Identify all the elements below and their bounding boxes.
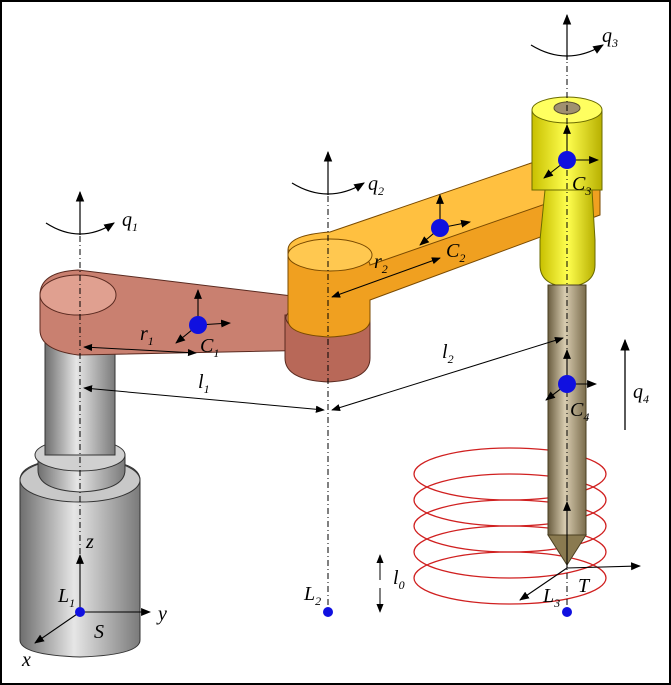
label-l1: l1	[198, 371, 210, 396]
label-r2: r2	[374, 251, 388, 276]
label-c3: C3	[572, 173, 591, 198]
labels: q1 q2 q3 q4 C1 C2 C3 C4 l1 l2 r1 r2 L1 L…	[21, 25, 649, 671]
label-c2: C2	[446, 240, 465, 265]
com-point-c2	[431, 219, 449, 237]
q3-rotation-arrow	[530, 44, 604, 57]
l1-dimension	[83, 385, 325, 413]
label-z: z	[85, 531, 94, 553]
label-l0: l0	[393, 567, 405, 592]
points	[75, 151, 576, 617]
label-r1: r1	[140, 323, 154, 348]
label-L3: L3	[542, 585, 560, 610]
label-c4: C4	[570, 399, 589, 424]
r2-dimension	[331, 257, 441, 298]
label-l2: l2	[442, 341, 454, 366]
helix-trajectory	[413, 447, 607, 605]
q1-rotation-arrow	[45, 222, 115, 235]
com-point-c4	[558, 375, 576, 393]
q2-rotation-arrow	[291, 182, 365, 195]
label-q2: q2	[368, 173, 384, 198]
ground-point-l2	[323, 607, 333, 617]
l2-dimension	[331, 336, 564, 412]
dimension-lines	[83, 257, 564, 613]
r1-dimension	[83, 343, 197, 357]
com-point-c1	[189, 316, 207, 334]
label-q3: q3	[602, 25, 618, 50]
label-y: y	[156, 603, 167, 625]
label-L1: L1	[57, 585, 75, 610]
label-q4: q4	[633, 381, 649, 406]
label-T: T	[578, 575, 591, 597]
label-q1: q1	[122, 209, 138, 234]
label-c1: C1	[200, 335, 219, 360]
com-point-c3	[558, 151, 576, 169]
ground-point-l3	[562, 607, 572, 617]
label-x: x	[21, 649, 31, 671]
label-S: S	[94, 621, 104, 643]
rotation-indicators	[45, 13, 604, 235]
label-L2: L2	[303, 583, 321, 608]
ground-point-l1	[75, 607, 85, 617]
